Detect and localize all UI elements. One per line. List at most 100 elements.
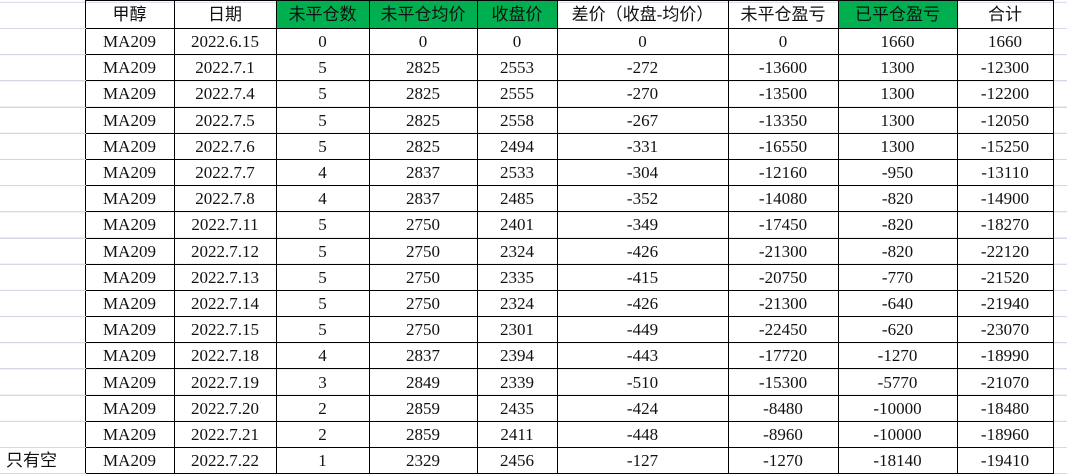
cell[interactable]	[0, 395, 86, 422]
cell-close-price[interactable]: 2324	[476, 237, 558, 265]
cell[interactable]	[1052, 28, 1067, 56]
cell-close-price[interactable]: 2339	[476, 368, 558, 396]
cell[interactable]	[1052, 290, 1067, 318]
cell[interactable]	[0, 264, 86, 291]
cell-price-diff[interactable]: -510	[556, 368, 729, 396]
side-note-cell[interactable]: 只有空	[0, 447, 86, 474]
cell-open-qty[interactable]: 5	[275, 132, 370, 160]
cell-price-diff[interactable]: -127	[556, 446, 729, 474]
cell-open-qty[interactable]: 4	[275, 158, 370, 187]
cell-product[interactable]: MA209	[84, 342, 175, 370]
cell-closed-pnl[interactable]: -18140	[837, 446, 958, 474]
cell-date[interactable]: 2022.7.18	[173, 342, 277, 370]
cell-open-qty[interactable]: 2	[275, 420, 370, 449]
cell-open-avg-price[interactable]: 2750	[368, 211, 478, 239]
cell[interactable]	[1052, 185, 1067, 213]
header-total[interactable]: 合计	[956, 0, 1054, 29]
cell-price-diff[interactable]: -349	[556, 211, 729, 239]
cell-product[interactable]: MA209	[84, 289, 175, 318]
cell-closed-pnl[interactable]: -820	[837, 237, 958, 265]
cell-total[interactable]: -12050	[956, 106, 1054, 134]
cell[interactable]	[0, 211, 86, 239]
cell-open-pnl[interactable]: -22450	[727, 316, 839, 344]
cell-open-pnl[interactable]: -14080	[727, 185, 839, 213]
cell-open-pnl[interactable]: -8960	[727, 420, 839, 449]
cell-close-price[interactable]: 2553	[476, 54, 558, 82]
cell-open-qty[interactable]: 5	[275, 80, 370, 108]
cell-closed-pnl[interactable]: 1300	[837, 106, 958, 134]
cell-date[interactable]: 2022.7.1	[173, 54, 277, 82]
cell[interactable]	[0, 185, 86, 213]
cell[interactable]	[1052, 0, 1067, 29]
cell-open-qty[interactable]: 4	[275, 185, 370, 213]
cell-close-price[interactable]: 2555	[476, 80, 558, 108]
cell-product[interactable]: MA209	[84, 394, 175, 422]
cell[interactable]	[1052, 395, 1067, 422]
cell-closed-pnl[interactable]: -1270	[837, 342, 958, 370]
cell-product[interactable]: MA209	[84, 263, 175, 291]
cell-open-qty[interactable]: 2	[275, 394, 370, 422]
cell-date[interactable]: 2022.7.22	[173, 446, 277, 474]
cell-price-diff[interactable]: 0	[556, 27, 729, 56]
cell[interactable]	[0, 0, 86, 29]
cell-open-avg-price[interactable]: 2825	[368, 106, 478, 134]
cell-open-pnl[interactable]: -16550	[727, 132, 839, 160]
cell-product[interactable]: MA209	[84, 368, 175, 396]
cell[interactable]	[0, 28, 86, 56]
cell-price-diff[interactable]: -443	[556, 342, 729, 370]
cell-closed-pnl[interactable]: -770	[837, 263, 958, 291]
cell-product[interactable]: MA209	[84, 106, 175, 134]
cell-open-pnl[interactable]: -8480	[727, 394, 839, 422]
cell-close-price[interactable]: 2335	[476, 263, 558, 291]
cell-price-diff[interactable]: -270	[556, 80, 729, 108]
cell-open-pnl[interactable]: -13350	[727, 106, 839, 134]
cell-open-avg-price[interactable]: 2329	[368, 446, 478, 474]
cell-open-pnl[interactable]: -17450	[727, 211, 839, 239]
cell[interactable]	[1052, 80, 1067, 108]
cell[interactable]	[0, 368, 86, 396]
cell-close-price[interactable]: 2485	[476, 185, 558, 213]
cell-closed-pnl[interactable]: -10000	[837, 420, 958, 449]
cell-date[interactable]: 2022.7.21	[173, 420, 277, 449]
cell-date[interactable]: 2022.7.6	[173, 132, 277, 160]
cell-open-avg-price[interactable]: 2837	[368, 342, 478, 370]
cell[interactable]	[0, 238, 86, 265]
cell[interactable]	[1052, 238, 1067, 265]
cell-open-qty[interactable]: 5	[275, 289, 370, 318]
cell-product[interactable]: MA209	[84, 27, 175, 56]
cell-open-pnl[interactable]: -13500	[727, 80, 839, 108]
cell-open-avg-price[interactable]: 0	[368, 27, 478, 56]
cell-close-price[interactable]: 2533	[476, 158, 558, 187]
header-close-price[interactable]: 收盘价	[476, 0, 558, 29]
header-product[interactable]: 甲醇	[84, 0, 175, 29]
header-closed-pnl[interactable]: 已平仓盈亏	[837, 0, 958, 29]
cell-total[interactable]: -12200	[956, 80, 1054, 108]
cell-price-diff[interactable]: -331	[556, 132, 729, 160]
cell-open-qty[interactable]: 5	[275, 106, 370, 134]
cell-price-diff[interactable]: -415	[556, 263, 729, 291]
cell[interactable]	[1052, 54, 1067, 82]
cell[interactable]	[0, 421, 86, 449]
cell-price-diff[interactable]: -352	[556, 185, 729, 213]
cell-open-avg-price[interactable]: 2837	[368, 158, 478, 187]
cell-date[interactable]: 2022.7.8	[173, 185, 277, 213]
cell-close-price[interactable]: 2494	[476, 132, 558, 160]
cell-total[interactable]: -22120	[956, 237, 1054, 265]
cell-open-avg-price[interactable]: 2859	[368, 420, 478, 449]
cell[interactable]	[0, 316, 86, 344]
cell-close-price[interactable]: 2435	[476, 394, 558, 422]
cell-open-qty[interactable]: 1	[275, 446, 370, 474]
cell-open-avg-price[interactable]: 2825	[368, 54, 478, 82]
cell-open-qty[interactable]: 5	[275, 211, 370, 239]
cell-open-qty[interactable]: 5	[275, 263, 370, 291]
cell[interactable]	[1052, 133, 1067, 160]
cell-open-pnl[interactable]: -1270	[727, 446, 839, 474]
cell-close-price[interactable]: 2401	[476, 211, 558, 239]
cell-open-avg-price[interactable]: 2750	[368, 316, 478, 344]
cell-open-qty[interactable]: 4	[275, 342, 370, 370]
cell-closed-pnl[interactable]: -820	[837, 185, 958, 213]
cell-price-diff[interactable]: -304	[556, 158, 729, 187]
cell-closed-pnl[interactable]: 1300	[837, 80, 958, 108]
cell-date[interactable]: 2022.7.14	[173, 289, 277, 318]
cell-close-price[interactable]: 2558	[476, 106, 558, 134]
